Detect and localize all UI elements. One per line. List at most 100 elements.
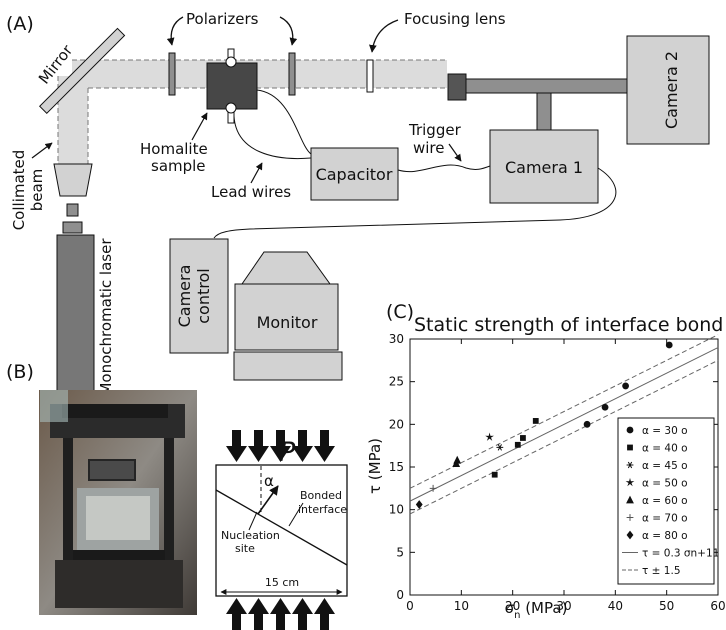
y-tick-label: 20 — [389, 417, 404, 431]
data-point-circle — [622, 382, 629, 390]
fit-band-line — [409, 359, 719, 515]
panel-c: (C) Static strength of interface bond 0 1… — [366, 301, 726, 621]
data-point-circle — [601, 403, 609, 411]
mirror — [38, 27, 126, 115]
trigger-wire — [397, 164, 491, 172]
light-beam-horizontal — [72, 60, 447, 88]
trigger-label-line1: Trigger — [408, 121, 462, 139]
y-tick-label: 5 — [396, 545, 404, 559]
homalite-label-line2: sample — [151, 157, 206, 175]
capacitor-label: Capacitor — [316, 165, 393, 184]
camera2-barrel — [465, 78, 629, 94]
legend-label: α = 60 o — [642, 495, 688, 507]
x-tick-label: 30 — [556, 599, 571, 613]
chart-legend: α = 30 o α = 40 o α = 45 o α = 50 o α = 60 o… — [617, 417, 719, 585]
legend-marker-circle — [626, 426, 634, 434]
y-tick-label: 25 — [389, 375, 404, 389]
legend-label: α = 30 o — [642, 425, 688, 437]
chart-title: Static strength of interface bond — [414, 314, 723, 336]
trigger-label-line2: wire — [413, 139, 445, 157]
x-tick-label: 60 — [710, 599, 725, 613]
nucleation-label-line1: Nucleation — [221, 529, 280, 542]
collimated-label-line2: beam — [28, 169, 46, 212]
bonded-label-line2: interface — [298, 503, 347, 516]
legend-label: α = 45 o — [642, 460, 688, 472]
x-tick-label: 40 — [608, 599, 623, 613]
legend-marker-plus — [626, 514, 634, 521]
polarizers-label: Polarizers — [186, 10, 259, 28]
legend-label: α = 70 o — [642, 513, 688, 525]
panel-b-label: (B) — [6, 361, 34, 383]
legend-label: α = 40 o — [642, 443, 688, 455]
legend-marker-asterisk — [626, 461, 634, 469]
data-point-square — [520, 435, 526, 441]
x-tick-label: 50 — [659, 599, 674, 613]
legend-label: α = 80 o — [642, 530, 688, 542]
data-point-asterisk — [496, 444, 504, 451]
camera-control-label-line1: Camera — [175, 265, 194, 328]
legend-box — [617, 417, 715, 585]
lead-wire-upper — [233, 115, 312, 160]
monochromatic-laser — [56, 234, 95, 396]
camera2-lens — [447, 73, 467, 101]
panel-b: (B) α P Bonded interface Nucleation site — [6, 361, 348, 630]
legend-marker-triangle — [626, 495, 634, 504]
panel-a-label: (A) — [6, 13, 34, 35]
x-tick-label: 20 — [505, 599, 520, 613]
homalite-label-line1: Homalite — [140, 140, 208, 158]
angle-alpha: α — [264, 472, 274, 490]
top-load-arrows — [226, 430, 335, 462]
y-tick-label: 30 — [389, 332, 404, 346]
data-point-square — [491, 471, 498, 478]
fit-line — [409, 347, 719, 502]
monitor — [234, 283, 339, 351]
data-point-triangle — [453, 455, 462, 464]
fit-band-line — [409, 334, 719, 489]
legend-band-label: τ ± 1.5 — [642, 565, 681, 577]
data-point-circle — [665, 341, 673, 349]
data-point-star — [485, 432, 494, 441]
focusing-lens — [366, 59, 374, 93]
y-axis-label: τ (MPa) — [366, 438, 384, 494]
camera-control — [169, 238, 229, 354]
polarizer-left — [168, 52, 176, 96]
data-point-plus — [429, 484, 437, 492]
camera-control-cable — [213, 167, 617, 239]
y-tick-label: 15 — [389, 460, 404, 474]
camera-control-label-line2: control — [194, 268, 213, 323]
x-tick-label: 10 — [454, 599, 469, 613]
width-label: 15 cm — [265, 576, 299, 589]
monitor-top — [241, 251, 331, 285]
homalite-sample — [206, 62, 258, 110]
camera1-body — [489, 129, 599, 204]
y-tick-label: 10 — [389, 503, 404, 517]
lead-wires-label: Lead wires — [211, 183, 291, 201]
legend-fit-label: τ = 0.3 σn+11 — [642, 548, 719, 560]
nucleation-label-line2: site — [235, 542, 255, 555]
polarizer-right — [288, 52, 296, 96]
panel-a: (A) Mirror Polarizers Homalite sample Fo… — [6, 10, 710, 396]
x-axis-label: σn (MPa) — [505, 599, 568, 621]
data-point-square — [532, 418, 539, 424]
legend-marker-diamond — [626, 530, 634, 540]
laser-label: Monochromatic laser — [97, 238, 115, 396]
beam-expander — [53, 163, 93, 197]
x-tick-label: 0 — [406, 599, 414, 613]
data-point-circle — [583, 420, 591, 428]
monitor-label: Monitor — [257, 313, 318, 332]
data-point-diamond — [415, 500, 423, 509]
bonded-interface-line — [215, 489, 348, 566]
panel-c-label: (C) — [386, 301, 414, 323]
monitor-base — [233, 351, 343, 381]
collimated-label-line1: Collimated — [10, 150, 28, 231]
legend-marker-square — [627, 444, 633, 451]
camera2-label: Camera 2 — [662, 51, 681, 129]
focusing-lens-label: Focusing lens — [404, 10, 506, 28]
camera2-body — [626, 35, 710, 145]
specimen-outline — [215, 464, 348, 597]
press-photo — [39, 390, 197, 615]
camera1-label: Camera 1 — [505, 158, 583, 177]
bonded-label-line1: Bonded — [300, 489, 342, 502]
legend-label: α = 50 o — [642, 478, 688, 490]
legend-marker-star — [625, 477, 635, 487]
